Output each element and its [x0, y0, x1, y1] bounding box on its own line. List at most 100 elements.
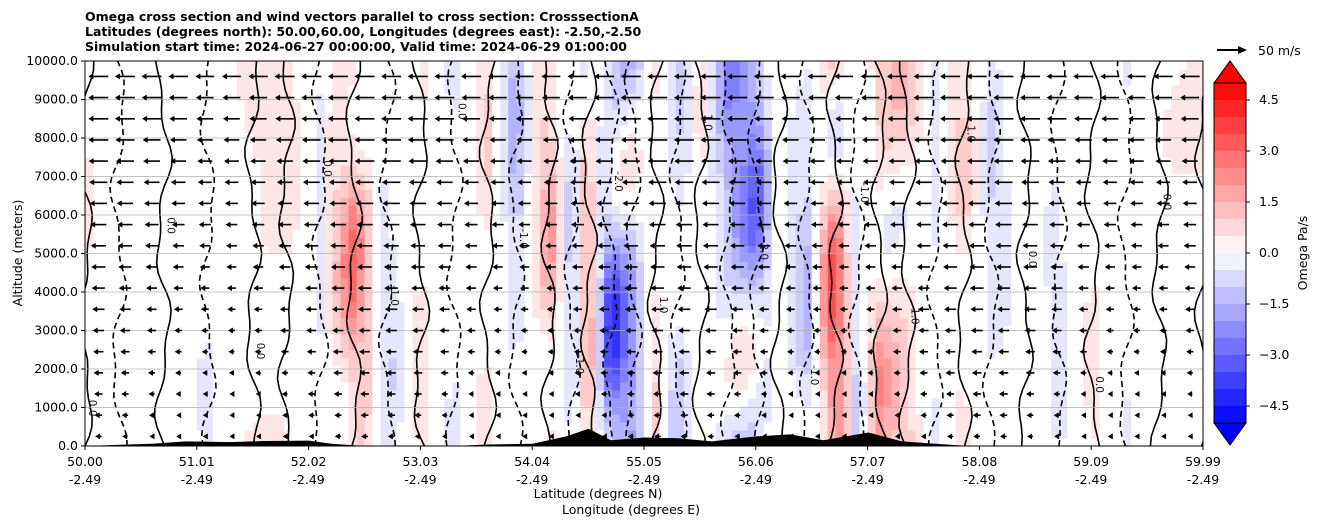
omega-cell — [899, 373, 909, 383]
omega-cell — [188, 333, 198, 343]
omega-cell — [420, 405, 429, 415]
omega-cell — [564, 421, 573, 431]
omega-cell — [691, 165, 701, 174]
omega-cell — [236, 197, 246, 206]
omega-cell — [108, 77, 118, 86]
omega-cell — [108, 157, 118, 166]
omega-cell — [228, 221, 238, 231]
omega-cell — [132, 405, 142, 415]
omega-cell — [92, 221, 102, 231]
omega-cell — [380, 293, 390, 303]
omega-cell — [580, 349, 589, 359]
omega-cell — [452, 301, 461, 311]
omega-cell — [556, 77, 565, 86]
omega-cell — [596, 405, 605, 415]
omega-cell — [907, 293, 917, 303]
omega-cell — [244, 429, 254, 439]
omega-cell — [667, 301, 677, 311]
omega-cell — [771, 109, 781, 118]
omega-cell — [204, 389, 214, 399]
omega-cell — [396, 205, 406, 214]
omega-cell — [659, 389, 669, 399]
omega-cell — [843, 405, 853, 415]
omega-cell — [356, 189, 366, 198]
omega-cell — [140, 301, 150, 311]
omega-cell — [819, 189, 829, 198]
omega-cell — [476, 165, 485, 174]
omega-cell — [867, 189, 877, 198]
omega-cell — [691, 421, 701, 431]
omega-cell — [596, 229, 605, 239]
omega-cell — [420, 277, 429, 287]
omega-cell — [787, 173, 797, 182]
omega-cell — [276, 373, 286, 383]
omega-cell — [396, 333, 406, 343]
omega-cell — [683, 125, 693, 134]
omega-cell — [180, 221, 190, 231]
omega-cell — [707, 213, 717, 223]
omega-cell — [731, 397, 741, 407]
omega-cell — [220, 205, 230, 214]
omega-cell — [108, 117, 118, 126]
omega-cell — [811, 333, 821, 343]
omega-cell — [404, 221, 414, 231]
omega-cell — [396, 165, 406, 174]
omega-cell — [843, 341, 853, 351]
omega-cell — [604, 77, 613, 86]
omega-cell — [124, 317, 134, 327]
omega-cell — [276, 277, 286, 287]
omega-cell — [859, 365, 869, 375]
omega-cell — [604, 245, 613, 255]
omega-cell — [835, 325, 845, 335]
omega-cell — [260, 117, 270, 126]
omega-cell — [596, 69, 605, 78]
omega-cell — [156, 317, 166, 327]
omega-cell — [268, 165, 278, 174]
omega-cell — [172, 141, 182, 150]
omega-cell — [492, 125, 501, 134]
omega-cell — [532, 101, 541, 110]
omega-cell — [292, 389, 302, 399]
omega-cell — [85, 189, 94, 198]
omega-cell — [620, 325, 629, 335]
omega-cell — [596, 293, 605, 303]
omega-cell — [132, 85, 142, 94]
omega-cell — [292, 77, 302, 86]
omega-cell — [883, 349, 893, 359]
omega-cell — [388, 189, 398, 198]
omega-cell — [763, 149, 773, 158]
omega-cell — [651, 269, 661, 279]
omega-cell — [628, 141, 637, 150]
omega-cell — [795, 429, 805, 439]
omega-cell — [292, 61, 302, 70]
omega-cell — [180, 341, 190, 351]
omega-cell — [268, 389, 278, 399]
omega-cell — [148, 237, 158, 247]
omega-cell — [787, 109, 797, 118]
omega-cell — [516, 309, 525, 319]
omega-cell — [540, 429, 549, 439]
omega-cell — [771, 165, 781, 174]
omega-cell — [468, 405, 477, 415]
omega-cell — [156, 205, 166, 214]
omega-cell — [651, 149, 661, 158]
omega-cell — [308, 317, 318, 327]
omega-cell — [875, 325, 885, 335]
omega-cell — [628, 237, 637, 247]
omega-cell — [140, 269, 150, 279]
omega-cell — [803, 389, 813, 399]
omega-cell — [356, 141, 366, 150]
omega-cell — [236, 317, 246, 327]
omega-cell — [651, 85, 661, 94]
omega-cell — [428, 221, 437, 231]
omega-cell — [532, 357, 541, 367]
omega-cell — [92, 181, 102, 190]
omega-cell — [524, 85, 533, 94]
omega-cell — [851, 77, 861, 86]
omega-cell — [540, 61, 549, 70]
omega-cell — [244, 317, 254, 327]
omega-cell — [132, 109, 142, 118]
omega-cell — [827, 389, 837, 399]
omega-cell — [308, 69, 318, 78]
omega-cell — [667, 77, 677, 86]
